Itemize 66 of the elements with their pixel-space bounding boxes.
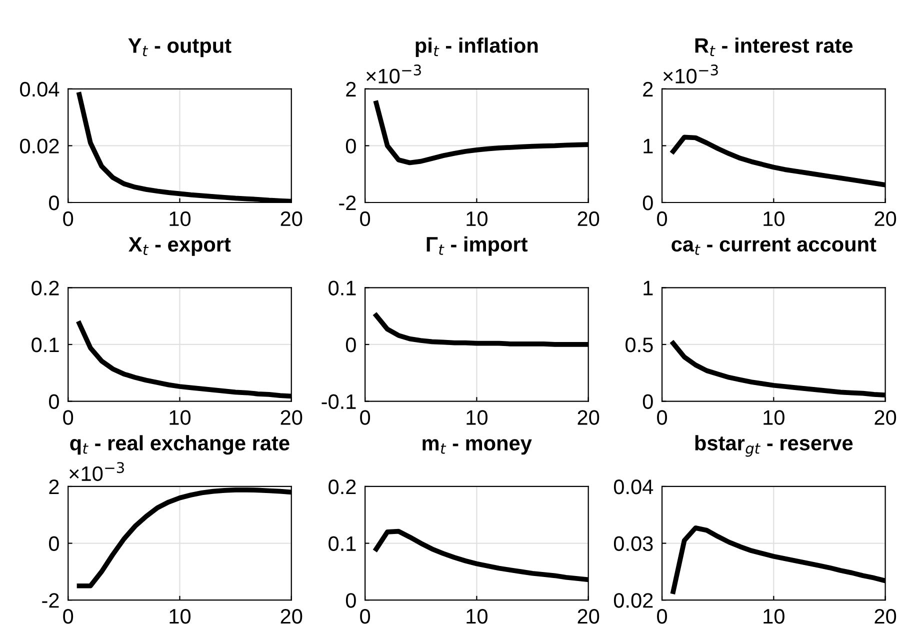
x-tick-label: 20: [280, 608, 302, 624]
y-tick-label: 0.04: [20, 82, 60, 97]
x-tick-label: 0: [63, 608, 74, 624]
chart-title: X$_{t}$ - export: [128, 237, 231, 256]
x-tick-label: 10: [466, 410, 488, 425]
x-tick-label: 0: [657, 211, 667, 226]
chart-title: bstar$_{gt}$ - reserve: [695, 435, 853, 457]
y-tick-label: 0: [346, 593, 356, 608]
text: ×10$^{−3}$: [663, 64, 718, 84]
y-tick-label: 1: [644, 280, 653, 296]
chart-title: Y$_{t}$ - output: [128, 38, 232, 58]
x-tick-label: 10: [764, 608, 784, 624]
x-tick-label: 0: [657, 410, 667, 425]
x-tick-label: 20: [874, 608, 896, 624]
y-tick-label: 0.02: [20, 138, 59, 154]
y-tick-label: 0: [346, 337, 356, 352]
y-tick-label: 0: [642, 394, 653, 410]
text: ×10$^{−3}$: [70, 462, 124, 482]
x-tick-label: 10: [466, 211, 488, 226]
y-tick-label: 0.1: [328, 280, 356, 296]
x-tick-label: 0: [63, 410, 74, 425]
y-tick-label: 0.04: [614, 479, 654, 494]
text: ×10$^{−3}$: [366, 64, 421, 84]
y-tick-label: 0: [346, 138, 356, 154]
chart-title: Γ$_{t}$ - import: [426, 236, 528, 256]
x-tick-label: 20: [578, 211, 600, 226]
x-tick-label: 0: [360, 608, 370, 624]
y-tick-label: 0: [48, 195, 59, 210]
x-tick-label: 20: [578, 608, 600, 624]
y-tick-label: 0: [48, 536, 59, 552]
y-tick-label: 2: [49, 479, 59, 494]
y-tick-label: 2: [643, 82, 653, 96]
x-tick-label: 10: [466, 608, 488, 624]
y-tick-label: 0.2: [328, 479, 356, 494]
y-tick-label: 0: [642, 195, 653, 210]
x-tick-label: 20: [280, 410, 302, 425]
x-tick-label: 10: [764, 211, 784, 226]
y-tick-label: -0.1: [322, 394, 356, 410]
x-tick-label: 20: [874, 410, 896, 425]
x-tick-label: 0: [657, 608, 667, 624]
y-tick-label: 0.5: [626, 337, 653, 352]
x-tick-label: 10: [170, 211, 191, 226]
chart-title: ca$_{t}$ - current account: [672, 238, 876, 255]
y-tick-label: 0.1: [328, 536, 356, 552]
y-tick-label: 0.02: [614, 593, 653, 608]
x-tick-label: 20: [280, 211, 302, 226]
y-tick-label: 0: [48, 394, 59, 410]
x-tick-label: 20: [874, 211, 896, 226]
y-tick-label: 1: [644, 138, 653, 154]
x-tick-label: 10: [764, 410, 784, 425]
x-tick-label: 10: [170, 608, 191, 624]
x-tick-label: 10: [170, 410, 191, 425]
x-tick-label: 0: [360, 211, 370, 226]
chart-title: m$_{t}$ - money: [422, 439, 532, 455]
y-tick-label: 0.2: [32, 280, 59, 296]
y-tick-label: 2: [346, 82, 356, 96]
chart-title: R$_{t}$ - interest rate: [695, 38, 853, 56]
y-tick-label: 0.03: [614, 536, 653, 552]
y-tick-label: -2: [339, 195, 356, 210]
x-tick-label: 20: [578, 410, 600, 425]
x-tick-label: 0: [360, 410, 370, 425]
x-tick-label: 0: [63, 211, 74, 226]
y-tick-label: -2: [42, 593, 59, 608]
chart-title: q$_{t}$ - real exchange rate: [70, 435, 290, 455]
y-tick-label: 0.1: [32, 337, 59, 352]
chart-title: pi$_{t}$ - inflation: [416, 38, 538, 57]
